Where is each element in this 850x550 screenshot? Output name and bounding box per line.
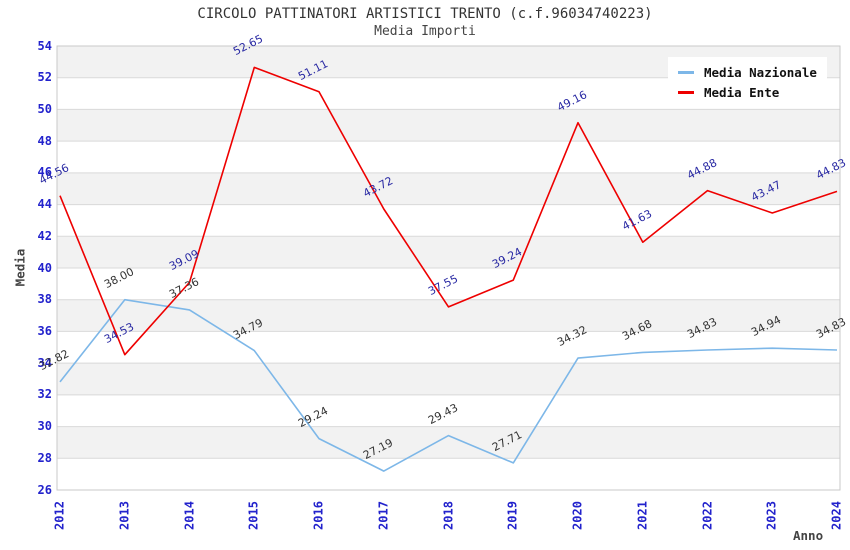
x-tick-label: 2013 [117, 501, 132, 530]
background-band [57, 363, 840, 395]
x-tick-label: 2018 [441, 501, 455, 530]
x-tick-label: 2012 [52, 501, 67, 530]
media-nazionale-legend-marker-icon [678, 70, 694, 74]
legend: Media Nazionale Media Ente [668, 57, 827, 108]
y-tick-label: 26 [37, 482, 52, 497]
background-band [57, 458, 840, 490]
legend-label: Media Nazionale [704, 64, 817, 80]
y-tick-label: 46 [37, 165, 52, 180]
media-ente-legend-marker-icon [678, 90, 694, 94]
y-tick-label: 52 [37, 70, 52, 85]
y-tick-label: 28 [37, 450, 52, 465]
y-tick-label: 34 [37, 355, 52, 370]
y-tick-label: 50 [37, 101, 52, 116]
background-band [57, 172, 840, 205]
background-band [57, 236, 840, 268]
x-tick-label: 2016 [311, 501, 326, 530]
y-tick-label: 32 [37, 387, 52, 402]
x-tick-label: 2022 [700, 501, 714, 530]
y-tick-label: 30 [37, 419, 52, 434]
x-tick-label: 2017 [376, 501, 391, 530]
x-tick-label: 2021 [635, 501, 650, 530]
media-ente-line [59, 66, 838, 356]
background-band [57, 394, 840, 427]
y-tick-label: 36 [37, 323, 52, 338]
background-band [57, 426, 840, 459]
legend-item-media-nazionale: Media Nazionale [678, 62, 817, 82]
background-band [57, 331, 840, 364]
x-axis-title: Anno [793, 528, 824, 543]
chart-title: CIRCOLO PATTINATORI ARTISTICI TRENTO (c.… [197, 6, 653, 22]
y-axis-title: Media [12, 248, 28, 287]
y-tick-label: 48 [37, 133, 52, 148]
y-tick-label: 42 [37, 228, 52, 243]
x-tick-label: 2014 [182, 501, 196, 530]
x-tick-label: 2015 [246, 501, 261, 530]
background-band [57, 109, 840, 142]
x-tick-label: 2020 [570, 501, 585, 530]
media-nazionale-line [59, 298, 838, 472]
legend-label: Media Ente [704, 84, 780, 100]
background-band [57, 141, 840, 173]
chart-subtitle: Media Importi [374, 24, 476, 39]
y-tick-label: 44 [37, 197, 52, 212]
y-tick-label: 38 [37, 292, 52, 307]
y-tick-label: 40 [37, 260, 52, 275]
background-band [57, 204, 840, 237]
background-band [57, 299, 840, 332]
legend-item-media-ente: Media Ente [678, 82, 817, 102]
x-tick-label: 2023 [764, 501, 779, 530]
x-tick-label: 2019 [505, 501, 520, 530]
y-tick-label: 54 [37, 38, 52, 53]
plot-border [56, 45, 841, 491]
x-tick-label: 2024 [829, 501, 844, 530]
